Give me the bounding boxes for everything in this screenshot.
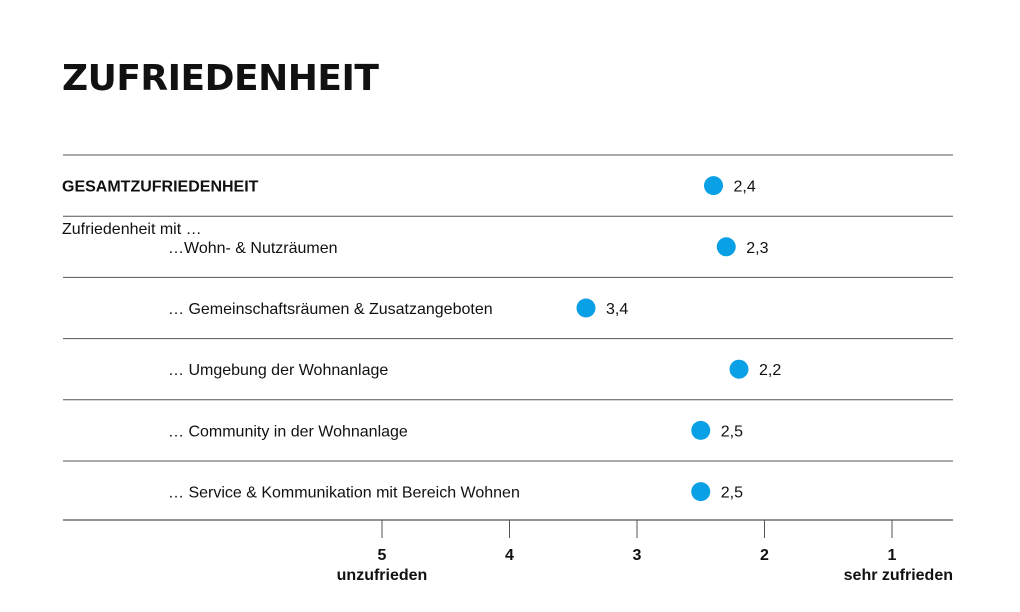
chart-title: ZUFRIEDENHEIT	[62, 58, 379, 99]
data-point	[716, 237, 736, 257]
data-label: 2,4	[734, 179, 756, 196]
category-label: … Service & Kommunikation mit Bereich Wo…	[168, 485, 520, 502]
group-label: Zufriedenheit mit …	[62, 221, 202, 238]
x-tick-label: 1	[888, 547, 897, 564]
x-axis-high-label: sehr zufrieden	[844, 567, 953, 584]
category-label: … Community in der Wohnanlage	[168, 423, 408, 440]
data-point	[691, 482, 711, 502]
x-axis-low-label: unzufrieden	[337, 567, 428, 584]
data-label: 2,3	[746, 240, 768, 257]
category-label: … Umgebung der Wohnanlage	[168, 362, 388, 379]
data-label: 3,4	[606, 301, 628, 318]
data-label: 2,2	[759, 362, 781, 379]
data-label: 2,5	[721, 485, 743, 502]
data-point	[576, 298, 596, 318]
x-tick-label: 3	[633, 547, 642, 564]
x-tick-label: 4	[505, 547, 514, 564]
data-point	[691, 420, 711, 440]
x-tick-label: 5	[378, 547, 387, 564]
category-label: … Gemeinschaftsräumen & Zusatzangeboten	[168, 301, 493, 318]
category-label-total: GESAMTZUFRIEDENHEIT	[62, 179, 259, 196]
data-point	[729, 359, 749, 379]
data-point	[704, 176, 723, 196]
category-label: …Wohn- & Nutzräumen	[168, 240, 338, 257]
x-tick-label: 2	[760, 547, 769, 564]
data-label: 2,5	[721, 423, 743, 440]
